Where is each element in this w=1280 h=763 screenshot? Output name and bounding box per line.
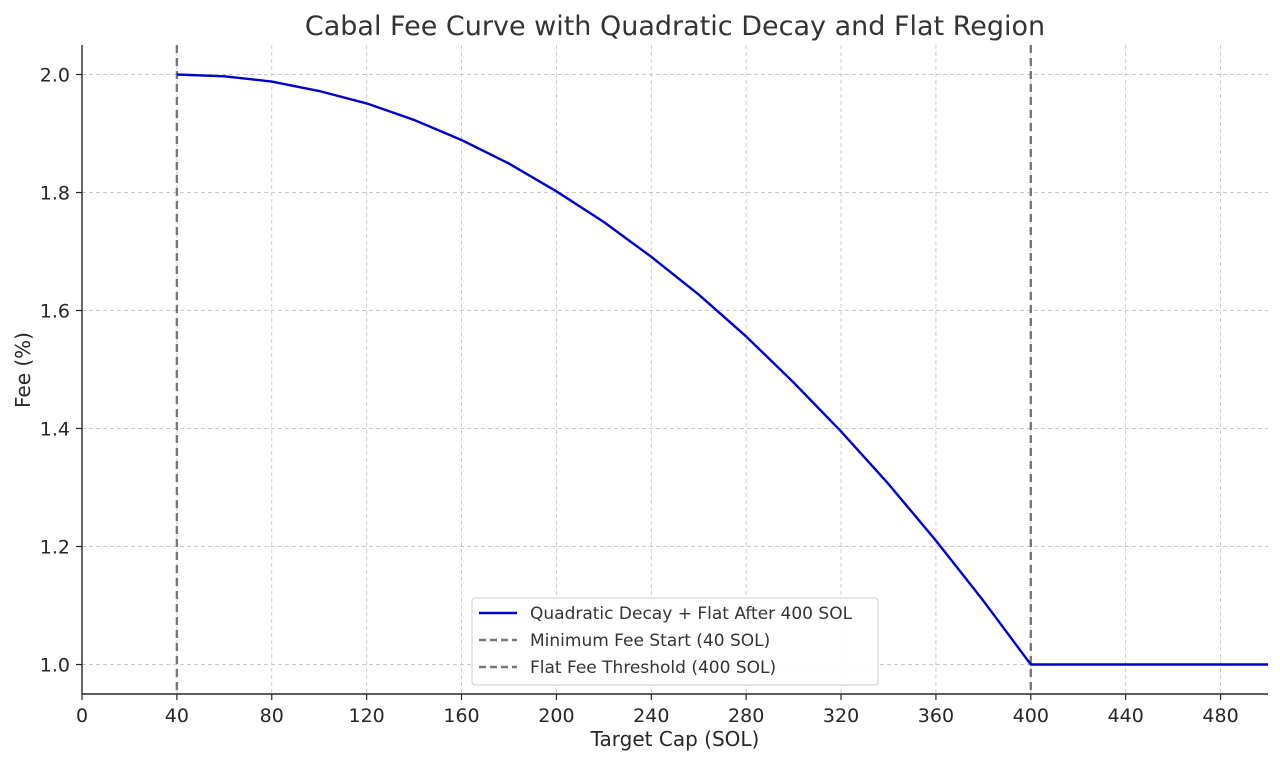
x-axis-label: Target Cap (SOL): [590, 727, 760, 751]
x-tick-label: 40: [165, 705, 189, 727]
x-tick-label: 280: [728, 705, 764, 727]
y-tick-label: 1.4: [40, 419, 70, 441]
x-tick-label: 400: [1013, 705, 1049, 727]
x-tick-label: 240: [633, 705, 669, 727]
y-axis-label: Fee (%): [11, 332, 35, 408]
x-tick-label: 480: [1202, 705, 1238, 727]
reference-lines: [175, 45, 1033, 694]
axes: [81, 45, 1268, 695]
y-tick-label: 1.6: [40, 301, 70, 323]
x-tick-label: 320: [823, 705, 859, 727]
x-tick-label: 200: [538, 705, 574, 727]
x-tick-label: 80: [260, 705, 284, 727]
y-tick-label: 2.0: [40, 65, 70, 87]
legend-label-min-fee: Minimum Fee Start (40 SOL): [530, 631, 770, 651]
legend-box: [471, 597, 879, 686]
x-tick-label: 440: [1108, 705, 1144, 727]
y-tick-label: 1.0: [40, 655, 70, 677]
y-tick-label: 1.8: [40, 183, 70, 205]
legend-label-flat-fee: Flat Fee Threshold (400 SOL): [530, 658, 776, 678]
series: [176, 73, 1268, 666]
x-tick-label: 360: [918, 705, 954, 727]
legend: Quadratic Decay + Flat After 400 SOL Min…: [471, 597, 879, 686]
x-tick-label: 120: [349, 705, 385, 727]
legend-label-quadratic: Quadratic Decay + Flat After 400 SOL: [530, 604, 853, 624]
grid: [81, 45, 1268, 694]
series-line-quadratic-decay: [176, 73, 1268, 666]
chart-title: Cabal Fee Curve with Quadratic Decay and…: [305, 11, 1045, 42]
x-tick-label: 160: [443, 705, 479, 727]
x-tick-label: 0: [76, 705, 88, 727]
ticks: 0 40 80 120 160 200 240 280 320 360 400 440 480 1.0 1.…: [40, 65, 1239, 728]
y-tick-label: 1.2: [40, 537, 70, 559]
